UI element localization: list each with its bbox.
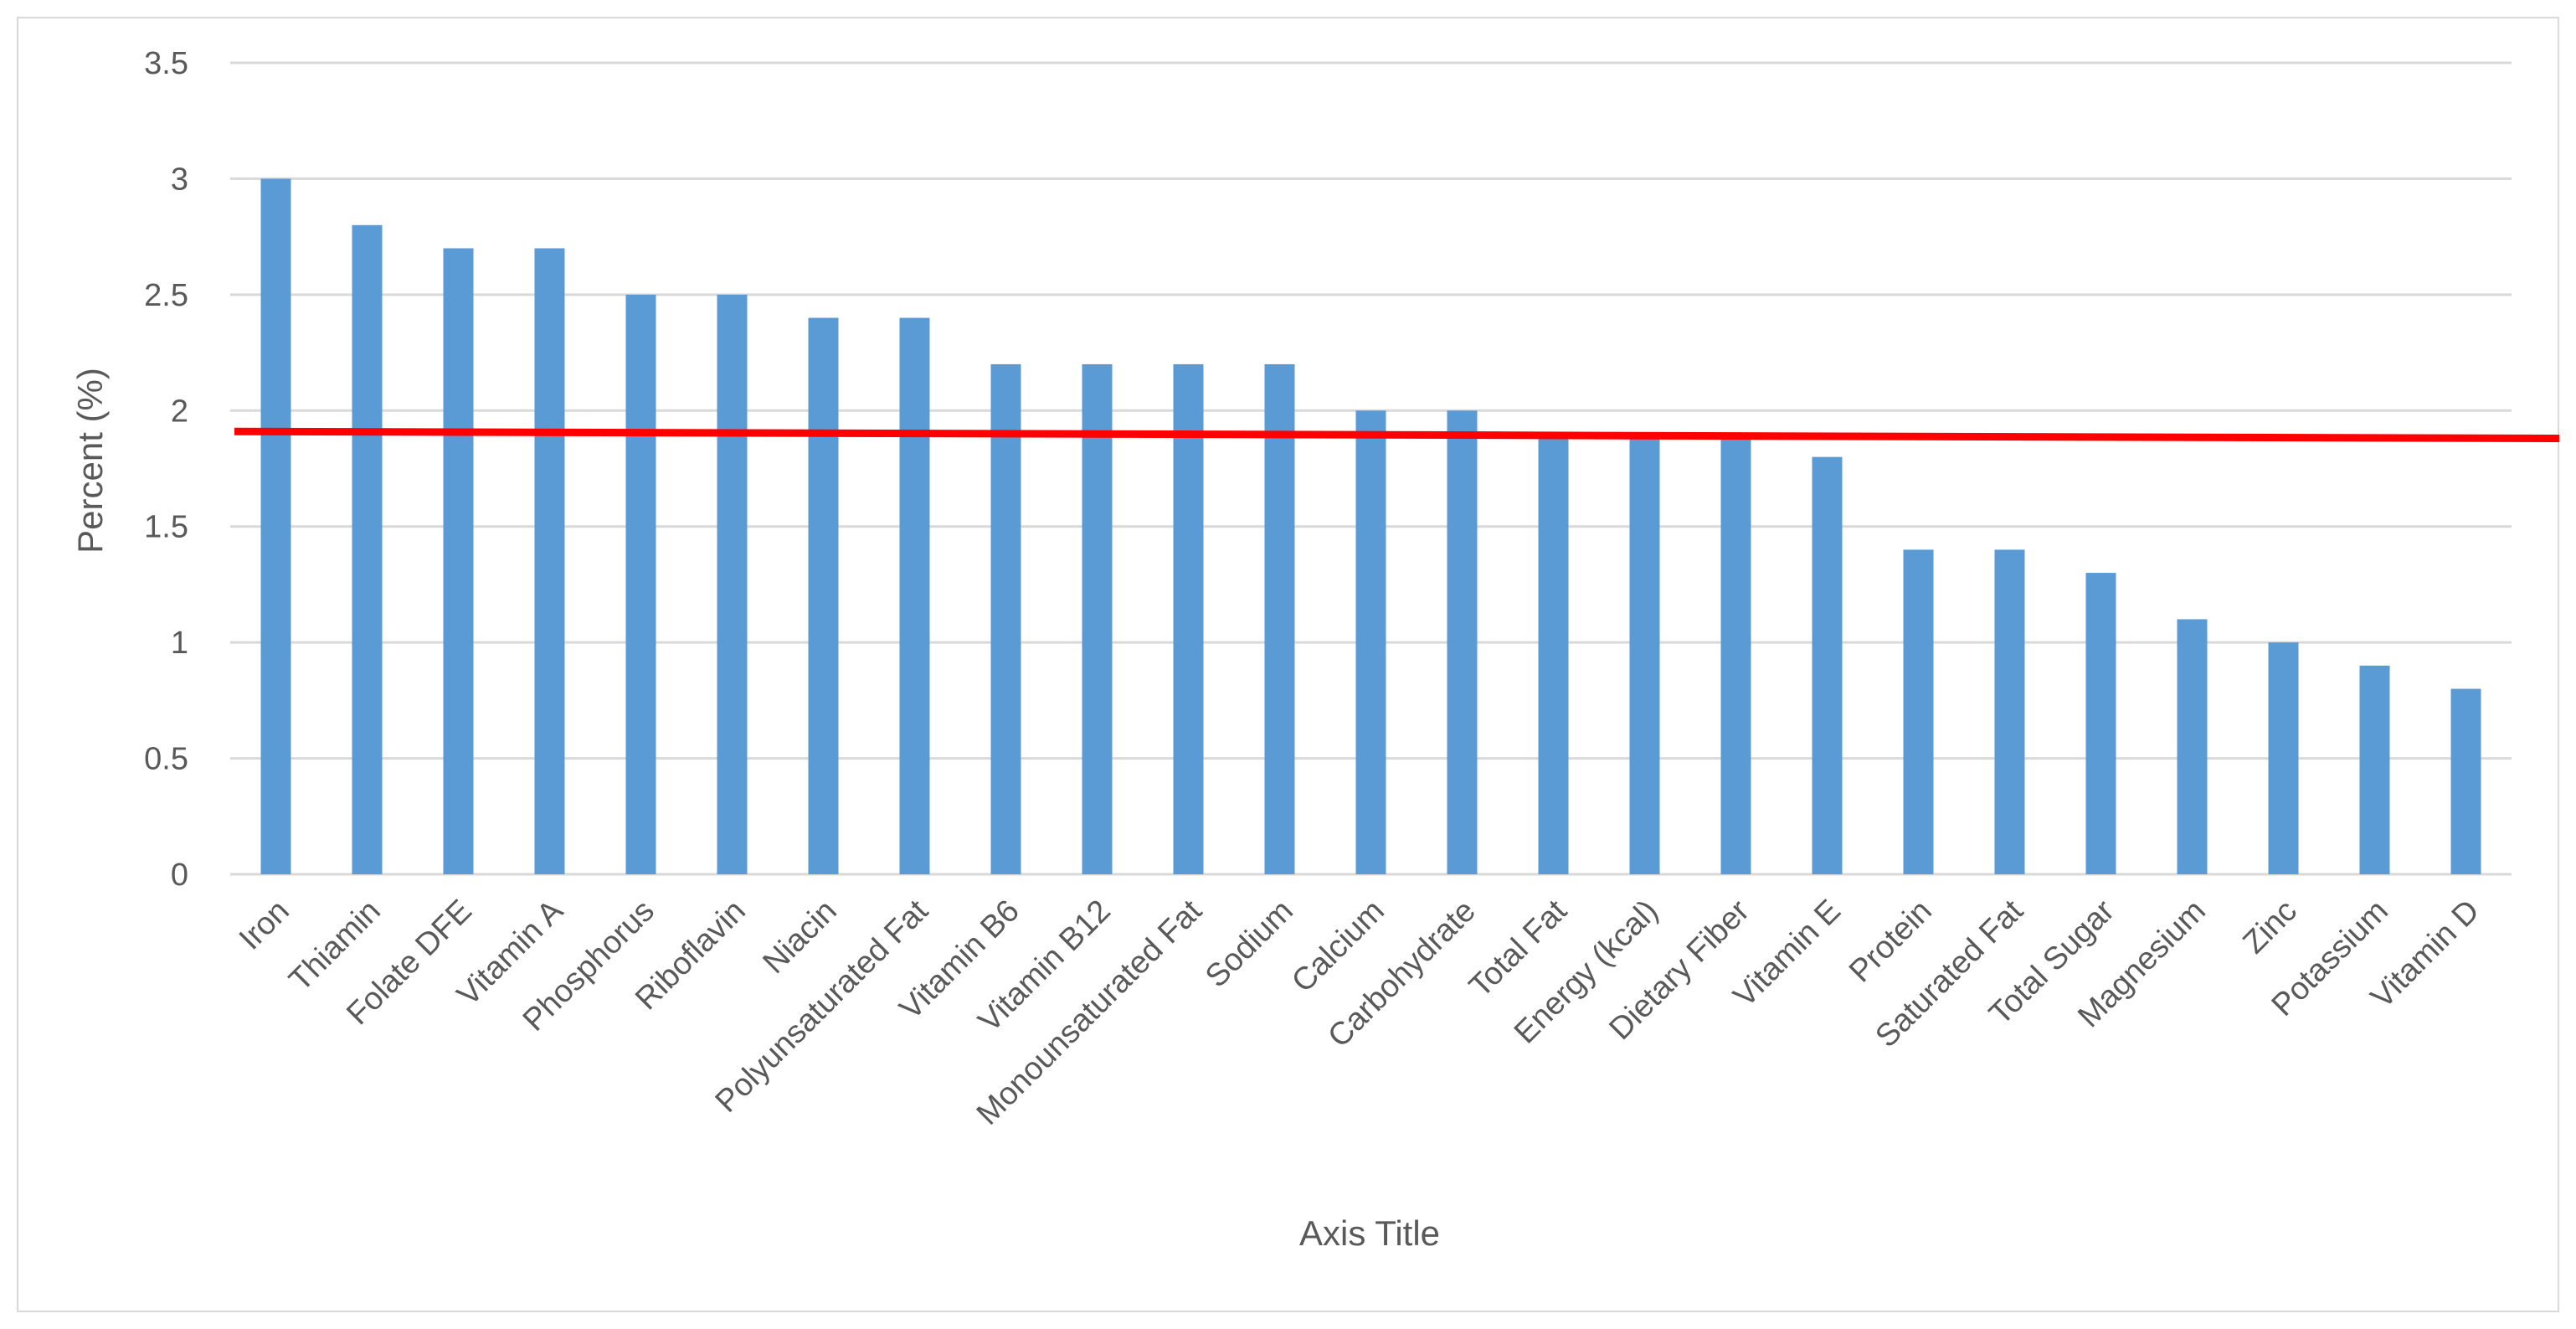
y-tick-label: 1.5 [144,510,188,545]
bar [1994,549,2025,874]
y-tick-label: 2.5 [144,278,188,313]
y-tick-label: 0 [171,858,188,893]
bar [534,248,565,874]
bar [1629,433,1660,874]
bar [1812,456,1843,874]
y-tick-label: 3.5 [144,46,188,81]
bar [717,294,748,874]
bar [1720,433,1751,874]
bar [808,317,839,874]
y-tick-labels: 0 0.5 1 1.5 2 2.5 3 3.5 [144,46,188,893]
bar [352,224,383,874]
x-axis-title: Axis Title [1299,1213,1440,1253]
x-tick-label: Iron [233,894,296,957]
reference-lines [234,427,2560,443]
bar [1903,549,1934,874]
y-tick-label: 3 [171,162,188,197]
bar [1264,363,1295,874]
bar [1173,363,1204,874]
y-axis-title: Percent (%) [70,368,110,554]
y-tick-label: 0.5 [144,742,188,777]
reference-line [234,427,2560,443]
bar [2268,642,2299,874]
bar [625,294,656,874]
bar [2359,665,2390,874]
bar [899,317,930,874]
bar [1355,410,1386,874]
bars [260,178,2481,874]
x-tick-label: Sodium [1199,894,1300,995]
bar [2177,619,2208,874]
bar [2450,688,2481,874]
bar [1538,433,1569,874]
x-tick-label: Zinc [2236,894,2303,961]
bar [260,178,291,874]
bar [1082,363,1113,874]
x-tick-label: Niacin [756,894,843,981]
bar [990,363,1021,874]
y-tick-label: 2 [171,394,188,429]
bar [443,248,474,874]
y-tick-label: 1 [171,626,188,661]
bar [1447,410,1478,874]
bar [2085,573,2116,874]
